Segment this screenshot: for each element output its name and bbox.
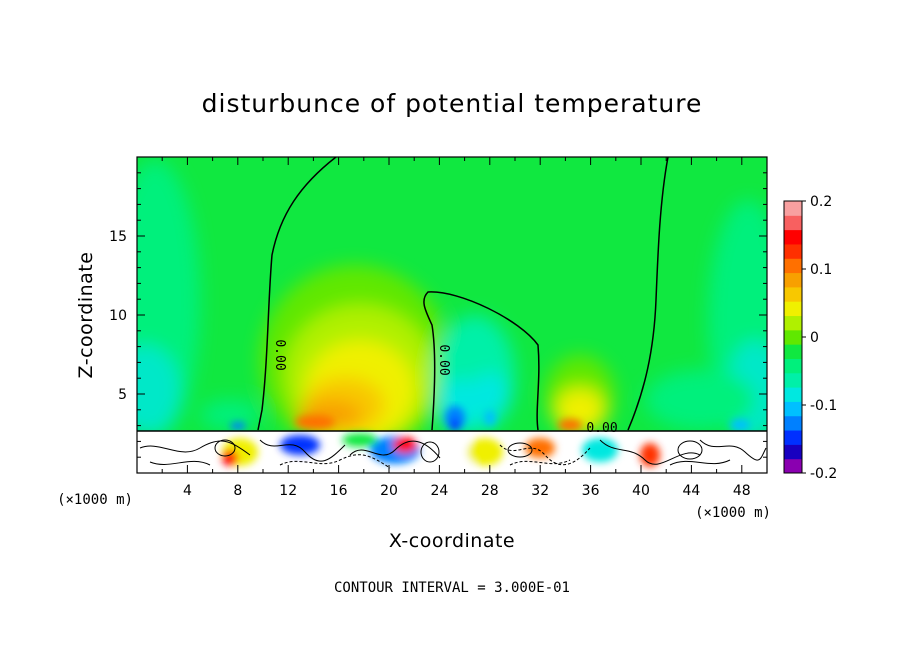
- x-tick-label: 32: [531, 483, 549, 499]
- colorbar-swatch: [784, 301, 802, 317]
- x-tick-label: 40: [632, 483, 650, 499]
- colorbar-swatch: [784, 444, 802, 460]
- colorbar-swatch: [784, 372, 802, 388]
- colorbar: [783, 200, 803, 474]
- colorbar-tick-label: 0.2: [810, 194, 832, 210]
- colorbar-tick-label: 0: [810, 330, 819, 346]
- contour-label: 0.00: [586, 421, 617, 436]
- colorbar-swatch: [784, 358, 802, 374]
- x-tick-label: 20: [380, 483, 398, 499]
- x-tick-label: 12: [279, 483, 297, 499]
- x-axis-unit-left: (×1000 m): [57, 492, 133, 508]
- colorbar-swatch: [784, 243, 802, 259]
- colorbar-tick-label: -0.1: [810, 398, 837, 414]
- contour-label: 0.00: [272, 339, 287, 370]
- colorbar-swatch: [784, 215, 802, 231]
- colorbar-swatch: [784, 430, 802, 445]
- contour-interval: CONTOUR INTERVAL = 3.000E-01: [334, 580, 570, 596]
- colorbar-swatch: [784, 258, 802, 274]
- x-axis-label: X-coordinate: [389, 530, 515, 552]
- y-axis-ticks: 5 10 15: [109, 172, 767, 458]
- colorbar-swatch: [784, 201, 802, 216]
- colorbar-swatch: [784, 415, 802, 431]
- x-axis-unit-right: (×1000 m): [695, 505, 771, 521]
- contour-labels: 0.00 0.00 0.00: [272, 339, 618, 436]
- colorbar-swatch: [784, 401, 802, 417]
- colorbar-swatch: [784, 344, 802, 359]
- x-tick-label: 24: [430, 483, 448, 499]
- colorbar-swatch: [784, 286, 802, 302]
- x-tick-label: 4: [183, 483, 192, 499]
- colorbar-swatch: [784, 272, 802, 288]
- colorbar-tick-label: 0.1: [810, 262, 832, 278]
- x-tick-label: 28: [481, 483, 499, 499]
- colorbar-ticks: 0.2 0.1 0 -0.1 -0.2: [802, 194, 837, 482]
- x-tick-label: 36: [582, 483, 600, 499]
- y-tick-label: 10: [109, 308, 127, 324]
- plot-area: 0.00 0.00 0.00: [137, 157, 767, 473]
- colorbar-tick-label: -0.2: [810, 466, 837, 482]
- x-tick-label: 16: [330, 483, 348, 499]
- colorbar-swatch: [784, 315, 802, 331]
- chart-title: disturbunce of potential temperature: [202, 89, 703, 118]
- colorbar-swatch: [784, 458, 802, 474]
- contour-label: 0.00: [436, 344, 451, 375]
- colorbar-swatch: [784, 229, 802, 245]
- y-axis-label: Z-coordinate: [75, 252, 97, 379]
- x-tick-label: 48: [733, 483, 751, 499]
- y-tick-label: 5: [118, 387, 127, 403]
- x-axis-ticks: 4 8 12 16 20 24 28 32 36 40 44 48: [161, 157, 751, 499]
- y-tick-label: 15: [109, 229, 127, 245]
- colorbar-swatch: [784, 329, 802, 345]
- x-tick-label: 44: [682, 483, 700, 499]
- x-tick-label: 8: [233, 483, 242, 499]
- colorbar-swatch: [784, 387, 802, 402]
